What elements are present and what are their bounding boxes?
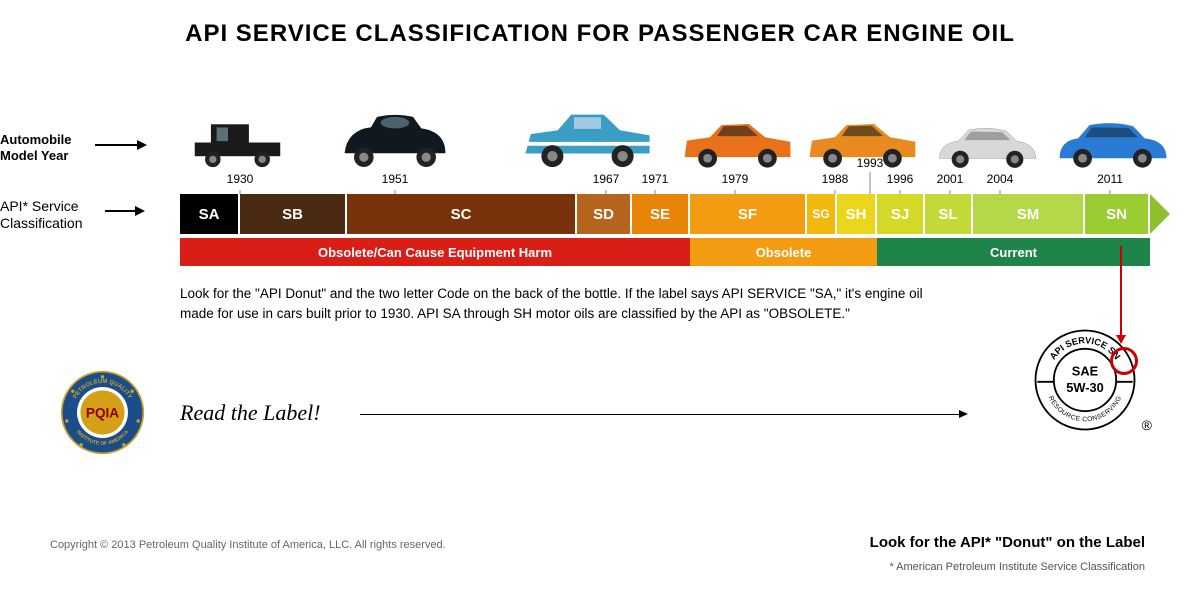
classification-segment: SN	[1085, 194, 1150, 234]
year-label: 2001	[937, 172, 964, 186]
years-row: 1930195119671971197919881993199620012004…	[180, 172, 1170, 194]
classification-segment: SB	[240, 194, 347, 234]
car-silhouette	[335, 110, 455, 168]
model-year-arrow	[95, 144, 139, 146]
status-segment: Obsolete	[690, 238, 877, 266]
footnote-text: * American Petroleum Institute Service C…	[889, 561, 1145, 573]
look-for-donut-text: Look for the API* "Donut" on the Label	[870, 534, 1145, 551]
year-label: 1951	[382, 172, 409, 186]
copyright-text: Copyright © 2013 Petroleum Quality Insti…	[50, 539, 446, 551]
year-label: 1979	[722, 172, 749, 186]
classification-bar-arrowhead	[1150, 194, 1170, 234]
description-text: Look for the "API Donut" and the two let…	[180, 284, 960, 323]
read-label-arrow	[360, 414, 960, 415]
registered-mark: ®	[1142, 417, 1152, 433]
svg-text:5W-30: 5W-30	[1066, 380, 1104, 395]
classification-segment: SJ	[877, 194, 925, 234]
classification-segment: SM	[973, 194, 1085, 234]
classification-segment: SD	[577, 194, 632, 234]
classification-segment: SL	[925, 194, 973, 234]
classification-segment: SC	[347, 194, 577, 234]
page-title: API SERVICE CLASSIFICATION FOR PASSENGER…	[40, 20, 1160, 48]
donut-highlight-circle	[1110, 347, 1138, 375]
car-silhouette	[1055, 113, 1170, 168]
classification-segment: SG	[807, 194, 837, 234]
read-the-label: Read the Label!	[180, 400, 321, 426]
classification-bar: SASBSCSDSESFSGSHSJSLSMSN	[180, 194, 1170, 234]
year-label: 1993	[857, 156, 884, 170]
classification-segment: SF	[690, 194, 807, 234]
svg-text:SAE: SAE	[1072, 363, 1099, 378]
year-label: 2004	[987, 172, 1014, 186]
status-bar: Obsolete/Can Cause Equipment HarmObsolet…	[180, 238, 1170, 266]
status-segment: Current	[877, 238, 1150, 266]
car-silhouette	[190, 122, 285, 168]
pqia-seal-icon: PETROLEUM QUALITY INSTITUTE OF AMERICA P…	[60, 370, 145, 460]
classification-segment: SA	[180, 194, 240, 234]
car-silhouette	[935, 118, 1040, 168]
car-silhouette	[520, 103, 655, 168]
api-classification-label: API* ServiceClassification	[0, 198, 82, 232]
status-segment: Obsolete/Can Cause Equipment Harm	[180, 238, 690, 266]
car-silhouette	[680, 113, 795, 168]
donut-pointer-arrow	[1120, 246, 1122, 336]
year-label: 1971	[642, 172, 669, 186]
year-label: 2011	[1097, 172, 1123, 186]
classification-segment: SH	[837, 194, 877, 234]
svg-text:PQIA: PQIA	[86, 406, 119, 421]
year-label: 1967	[593, 172, 620, 186]
model-year-label: AutomobileModel Year	[0, 132, 72, 163]
api-classification-arrow	[105, 210, 137, 212]
classification-segment: SE	[632, 194, 690, 234]
cars-row	[180, 78, 1170, 168]
year-label: 1988	[822, 172, 849, 186]
year-label: 1996	[887, 172, 914, 186]
year-label: 1930	[227, 172, 254, 186]
